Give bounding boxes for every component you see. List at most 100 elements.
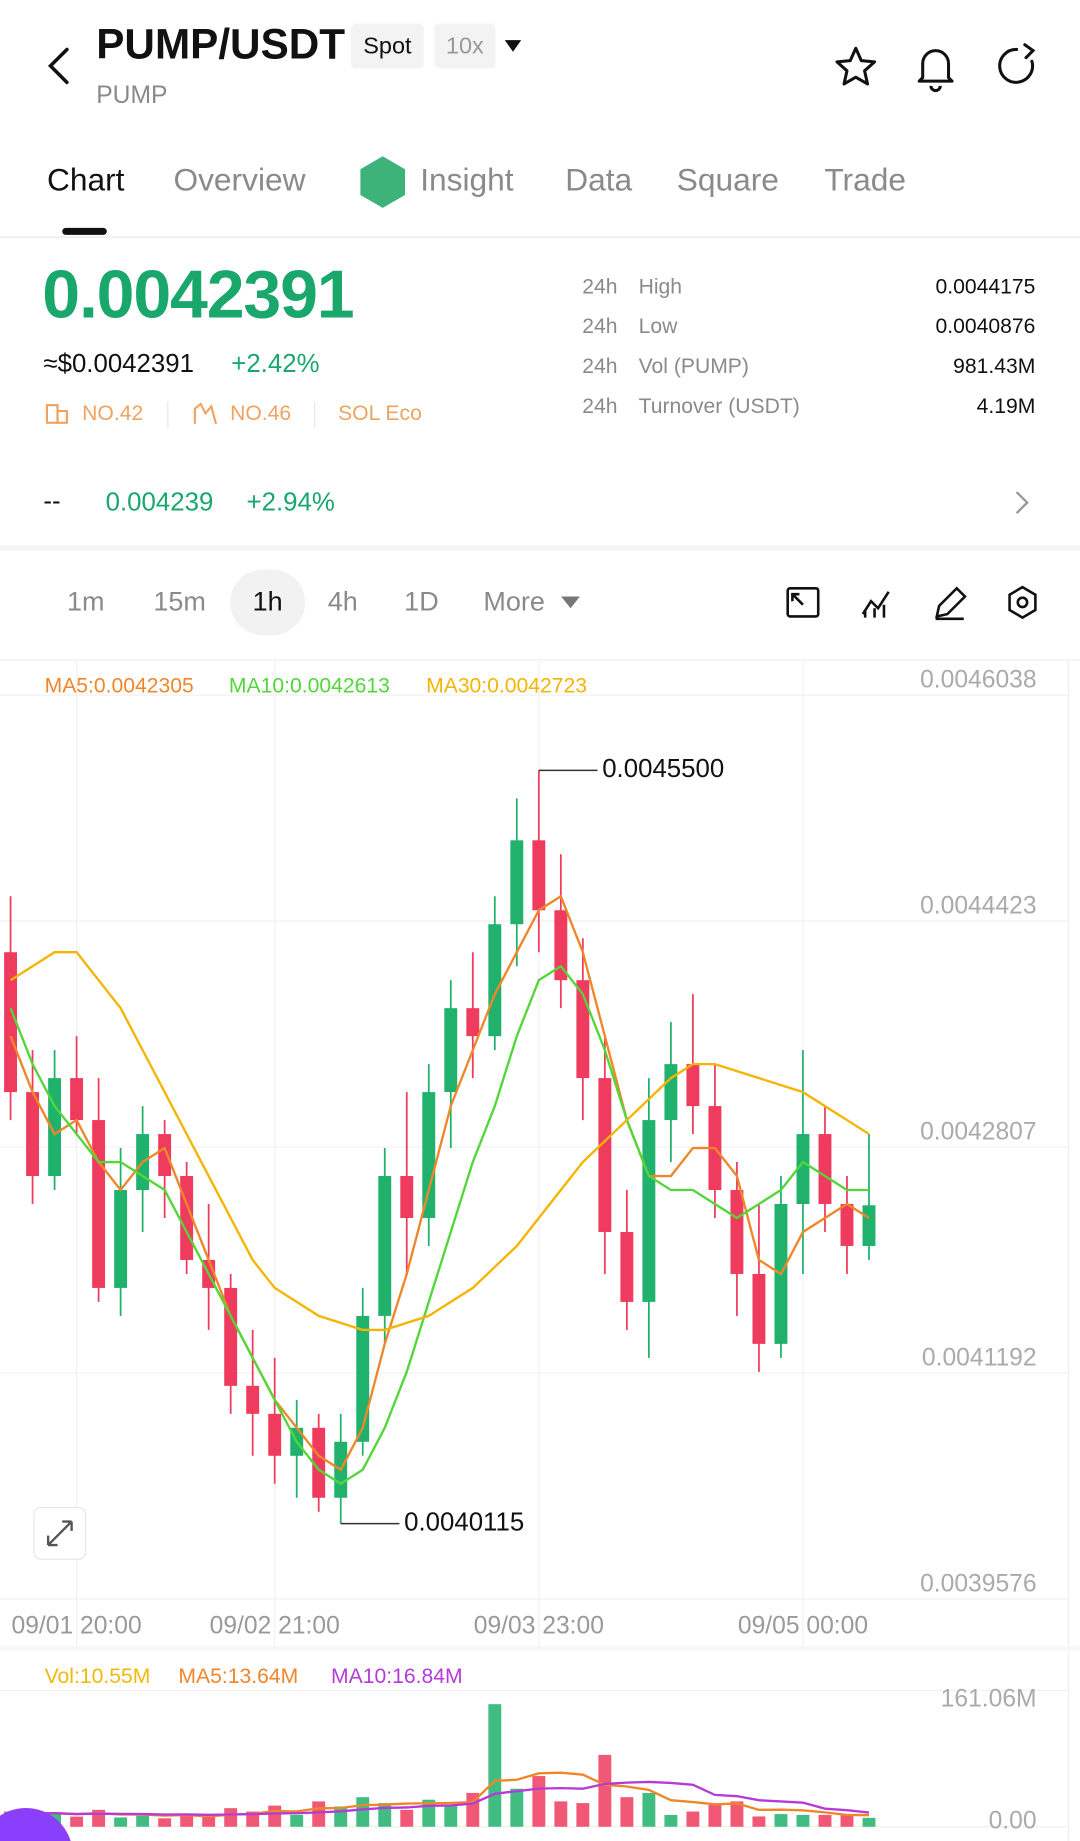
tab-bar: Chart Overview Insight Data Square Trade bbox=[47, 161, 906, 197]
volume-bar bbox=[158, 1818, 172, 1827]
volume-bar bbox=[642, 1792, 656, 1827]
volume-ma-line bbox=[10, 1780, 870, 1817]
market-tag: Spot bbox=[363, 32, 412, 58]
rank-2[interactable]: NO.46 bbox=[230, 402, 291, 425]
index-label: -- bbox=[43, 487, 60, 515]
volume-bar bbox=[400, 1809, 414, 1827]
volume-bar bbox=[532, 1776, 546, 1827]
leverage-tag: 10x bbox=[446, 32, 484, 58]
candle-body bbox=[664, 1064, 678, 1121]
volume-bar bbox=[224, 1808, 238, 1827]
alert-icon[interactable] bbox=[917, 49, 954, 92]
stat-label: Turnover (USDT) bbox=[639, 395, 800, 418]
stat-label: Vol (PUMP) bbox=[639, 355, 749, 378]
chevron[interactable] bbox=[1015, 491, 1029, 514]
ma-line bbox=[9, 964, 869, 1486]
candle-body bbox=[48, 1078, 62, 1177]
candle-body bbox=[158, 1134, 172, 1177]
tab[interactable]: Insight bbox=[420, 161, 514, 197]
interval[interactable]: 1h bbox=[253, 587, 283, 617]
volume-bar bbox=[598, 1754, 612, 1827]
volume-bar bbox=[620, 1797, 634, 1827]
candle-body bbox=[752, 1273, 766, 1344]
volume-bar bbox=[862, 1817, 876, 1827]
index-price: 0.004239 bbox=[106, 489, 214, 517]
active-interval-bg bbox=[230, 569, 306, 636]
pair-title: PUMP/USDT bbox=[96, 20, 345, 67]
candle-body bbox=[510, 840, 524, 925]
ecosystem-tag[interactable]: SOL Eco bbox=[338, 402, 422, 425]
candle-body bbox=[466, 1008, 480, 1037]
candle-body bbox=[70, 1078, 84, 1121]
candle-body bbox=[532, 840, 546, 911]
stat-value: 981.43M bbox=[953, 355, 1035, 378]
tab[interactable]: Trade bbox=[824, 161, 906, 197]
legend-entry: MA10:0.0042613 bbox=[229, 674, 390, 697]
stats-panel: 24h High 0.0044175 24h Low 0.0040876 24h Vol (P… bbox=[582, 275, 1035, 418]
stat-period: 24h bbox=[582, 275, 617, 298]
interval[interactable]: 1m bbox=[67, 587, 105, 617]
legend-entry: MA10:16.84M bbox=[331, 1665, 463, 1688]
leverage-tag-bg[interactable] bbox=[434, 23, 496, 69]
volume-bar bbox=[378, 1803, 392, 1827]
floating-assistant[interactable] bbox=[0, 1807, 73, 1841]
refresh-icon[interactable] bbox=[998, 43, 1036, 84]
y-tick-label: 0.0039576 bbox=[920, 1570, 1036, 1597]
candle-body bbox=[400, 1176, 414, 1218]
dropdown-arrow[interactable] bbox=[504, 40, 522, 52]
candle-body bbox=[686, 1064, 700, 1107]
volume-bar bbox=[136, 1815, 150, 1827]
candle-body bbox=[730, 1190, 744, 1274]
interval-bar: 1m 15m 1h 4h 1D More bbox=[67, 587, 545, 617]
stat-period: 24h bbox=[582, 315, 617, 338]
y-tick-label: 161.06M bbox=[941, 1685, 1037, 1712]
section-gap bbox=[0, 544, 1080, 551]
volume-bar bbox=[334, 1806, 348, 1827]
rank-icon bbox=[193, 402, 218, 425]
candle-body bbox=[224, 1287, 238, 1386]
interval[interactable]: 1D bbox=[404, 587, 439, 617]
interval[interactable]: 15m bbox=[153, 587, 206, 617]
back-button[interactable] bbox=[47, 47, 69, 85]
tab[interactable]: Square bbox=[677, 161, 779, 197]
volume-bar bbox=[686, 1811, 700, 1827]
x-tick-label: 09/01 20:00 bbox=[12, 1613, 142, 1640]
tab[interactable]: Overview bbox=[173, 161, 305, 197]
insight-logo bbox=[360, 156, 405, 208]
interval[interactable]: More bbox=[483, 587, 545, 617]
volume-bar bbox=[730, 1801, 744, 1827]
rank-1[interactable]: NO.42 bbox=[82, 402, 143, 425]
candle-body bbox=[840, 1203, 854, 1246]
volume-legend: Vol:10.55M bbox=[45, 1665, 151, 1688]
more-arrow[interactable] bbox=[561, 596, 580, 609]
fullscreen-tool[interactable] bbox=[786, 586, 820, 618]
legend-entry: MA5:0.0042305 bbox=[45, 674, 194, 697]
interval[interactable]: 4h bbox=[328, 587, 358, 617]
stat-label: High bbox=[639, 275, 682, 298]
base-asset: PUMP bbox=[96, 82, 167, 109]
stat-period: 24h bbox=[582, 355, 617, 378]
volume-bar bbox=[114, 1817, 128, 1827]
tab[interactable]: Data bbox=[565, 161, 632, 197]
volume-bar bbox=[356, 1797, 370, 1827]
candle-body bbox=[642, 1120, 656, 1302]
candle-body bbox=[422, 1092, 436, 1218]
volume-bar bbox=[774, 1814, 788, 1827]
stat-period: 24h bbox=[582, 395, 617, 418]
indicator-tool[interactable] bbox=[861, 591, 890, 618]
market-tag-bg bbox=[351, 23, 424, 69]
favorite-icon[interactable] bbox=[835, 46, 877, 86]
last-price: 0.0042391 bbox=[42, 256, 353, 332]
volume-bar bbox=[576, 1803, 590, 1827]
volume-bar bbox=[180, 1814, 194, 1827]
settings-tool[interactable] bbox=[1008, 585, 1037, 620]
legend-entry: MA5:13.64M bbox=[178, 1665, 298, 1688]
stat-value: 0.0040876 bbox=[936, 315, 1036, 338]
volume-bar bbox=[202, 1816, 216, 1827]
candle-body bbox=[268, 1413, 282, 1456]
tab[interactable]: Chart bbox=[47, 161, 125, 197]
x-tick-label: 09/03 23:00 bbox=[474, 1613, 604, 1640]
draw-tool[interactable] bbox=[935, 586, 967, 621]
usd-price: ≈$0.0042391 bbox=[43, 350, 194, 378]
